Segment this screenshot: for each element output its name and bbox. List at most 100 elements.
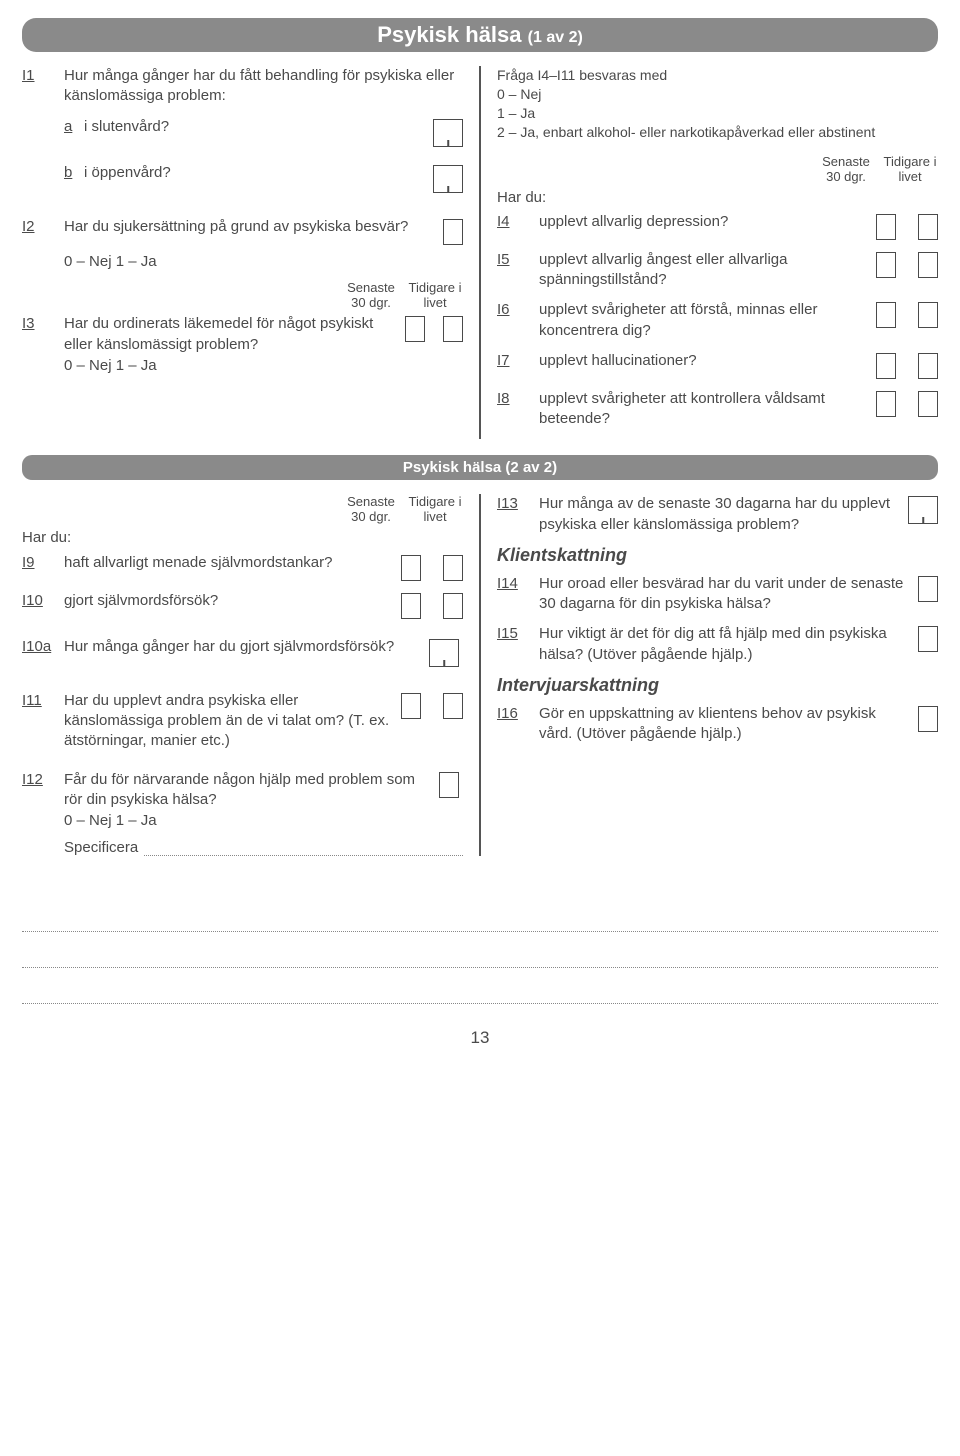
question-I4: I4 upplevt allvarlig depression? [497, 212, 938, 240]
input-I8-recent[interactable] [876, 391, 896, 417]
input-I1b[interactable] [433, 165, 463, 193]
input-I6-recent[interactable] [876, 302, 896, 328]
notes-lines [22, 896, 938, 1004]
text-I1a: i slutenvård? [84, 117, 433, 137]
question-I10: I10 gjort självmordsförsök? [22, 591, 463, 619]
question-I2: I2 Har du sjukersättning på grund av psy… [22, 217, 463, 251]
input-I3-recent[interactable] [405, 316, 425, 342]
yesno-I3: 0 – Nej 1 – Ja [64, 357, 463, 374]
label-prior: Tidigare i livet [407, 280, 463, 310]
yesno-I2: 0 – Nej 1 – Ja [64, 253, 463, 270]
text-I15: Hur viktigt är det för dig att få hjälp … [539, 624, 918, 665]
question-I12: I12 Får du för närvarande någon hjälp me… [22, 770, 463, 811]
question-I6: I6 upplevt svårigheter att förstå, minna… [497, 300, 938, 341]
input-I14[interactable] [918, 576, 938, 602]
input-I4-recent[interactable] [876, 214, 896, 240]
text-I16: Gör en uppskattning av klientens behov a… [539, 704, 918, 745]
question-I16: I16 Gör en uppskattning av klientens beh… [497, 704, 938, 745]
text-I11: Har du upplevt andra psykiska eller käns… [64, 691, 401, 752]
code-I1a: a [64, 117, 84, 137]
question-I14: I14 Hur oroad eller besvärad har du vari… [497, 574, 938, 615]
text-I10a: Hur många gånger har du gjort självmords… [64, 637, 429, 657]
label-recent-r: Senaste 30 dgr. [818, 154, 874, 184]
question-I3: I3 Har du ordinerats läkemedel för något… [22, 314, 463, 355]
section2-right: I13 Hur många av de senaste 30 dagarna h… [485, 494, 938, 856]
notes-line-3[interactable] [22, 968, 938, 1004]
specify-row: Specificera [64, 839, 463, 856]
section1-right: Fråga I4–I11 besvaras med 0 – Nej 1 – Ja… [485, 66, 938, 439]
hardu-row-l2: Har du: [22, 528, 463, 548]
header-title: Psykisk hälsa [377, 22, 521, 47]
question-I1a: a i slutenvård? [64, 117, 463, 153]
code-I12: I12 [22, 770, 64, 790]
input-I10-prior[interactable] [443, 593, 463, 619]
code-I8: I8 [497, 389, 539, 409]
text-I2: Har du sjukersättning på grund av psykis… [64, 217, 443, 237]
section1-left: I1 Hur många gånger har du fått behandli… [22, 66, 475, 439]
input-I9-prior[interactable] [443, 555, 463, 581]
code-I7: I7 [497, 351, 539, 371]
text-I12: Får du för närvarande någon hjälp med pr… [64, 770, 439, 811]
code-I15: I15 [497, 624, 539, 644]
input-I4-prior[interactable] [918, 214, 938, 240]
input-I3-prior[interactable] [443, 316, 463, 342]
subheader: Psykisk hälsa (2 av 2) [22, 455, 938, 480]
input-I2[interactable] [443, 219, 463, 245]
text-I13: Hur många av de senaste 30 dagarna har d… [539, 494, 908, 535]
label-prior-r: Tidigare i livet [882, 154, 938, 184]
code-I9: I9 [22, 553, 64, 573]
code-I1: I1 [22, 66, 64, 86]
section-1: I1 Hur många gånger har du fått behandli… [22, 66, 938, 439]
hardu-l2: Har du: [22, 528, 463, 548]
input-I7-recent[interactable] [876, 353, 896, 379]
klient-heading: Klientskattning [497, 545, 938, 566]
text-I4: upplevt allvarlig depression? [539, 212, 876, 232]
question-I7: I7 upplevt hallucinationer? [497, 351, 938, 379]
code-I1b: b [64, 163, 84, 183]
input-I8-prior[interactable] [918, 391, 938, 417]
specify-line[interactable] [144, 842, 463, 856]
code-I11: I11 [22, 691, 64, 711]
code-I13: I13 [497, 494, 539, 514]
input-I11-prior[interactable] [443, 693, 463, 719]
specify-label: Specificera [64, 839, 138, 856]
page-header: Psykisk hälsa (1 av 2) [22, 18, 938, 52]
question-I15: I15 Hur viktigt är det för dig att få hj… [497, 624, 938, 665]
question-I1: I1 Hur många gånger har du fått behandli… [22, 66, 463, 107]
input-I5-prior[interactable] [918, 252, 938, 278]
text-I8: upplevt svårigheter att kontrollera våld… [539, 389, 876, 430]
input-I10-recent[interactable] [401, 593, 421, 619]
notes-line-1[interactable] [22, 896, 938, 932]
input-I1a[interactable] [433, 119, 463, 147]
label-recent-l2: Senaste 30 dgr. [343, 494, 399, 524]
text-I6: upplevt svårigheter att förstå, minnas e… [539, 300, 876, 341]
text-I7: upplevt hallucinationer? [539, 351, 876, 371]
col-labels-I3: Senaste 30 dgr. Tidigare i livet [22, 280, 463, 310]
code-I2: I2 [22, 217, 64, 237]
question-I13: I13 Hur många av de senaste 30 dagarna h… [497, 494, 938, 535]
question-I9: I9 haft allvarligt menade självmordstank… [22, 553, 463, 581]
text-I1b: i öppenvård? [84, 163, 433, 183]
hardu-row-r1: Har du: [497, 188, 938, 208]
divider-1 [479, 66, 481, 439]
input-I9-recent[interactable] [401, 555, 421, 581]
input-I5-recent[interactable] [876, 252, 896, 278]
text-I5: upplevt allvarlig ångest eller allvarlig… [539, 250, 876, 291]
input-I16[interactable] [918, 706, 938, 732]
input-I13[interactable] [908, 496, 938, 524]
input-I12[interactable] [439, 772, 459, 798]
input-I10a[interactable] [429, 639, 459, 667]
code-I16: I16 [497, 704, 539, 724]
header-subtitle: (1 av 2) [528, 29, 583, 46]
page-number: 13 [22, 1028, 938, 1048]
interv-heading: Intervjuarskattning [497, 675, 938, 696]
input-I6-prior[interactable] [918, 302, 938, 328]
code-I14: I14 [497, 574, 539, 594]
question-I5: I5 upplevt allvarlig ångest eller allvar… [497, 250, 938, 291]
notes-line-2[interactable] [22, 932, 938, 968]
input-I7-prior[interactable] [918, 353, 938, 379]
input-I11-recent[interactable] [401, 693, 421, 719]
question-I11: I11 Har du upplevt andra psykiska eller … [22, 691, 463, 752]
input-I15[interactable] [918, 626, 938, 652]
section2-left: Senaste 30 dgr. Tidigare i livet Har du:… [22, 494, 475, 856]
